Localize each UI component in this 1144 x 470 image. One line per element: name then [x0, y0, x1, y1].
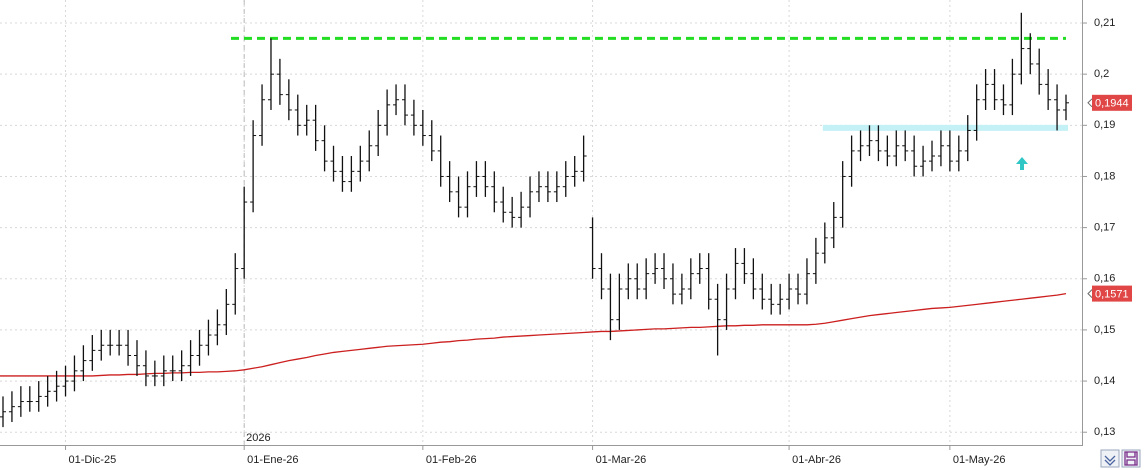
last-price-tag	[1092, 94, 1132, 111]
y-tick-label: 0,13	[1094, 426, 1115, 438]
x-tick-label: 01-May-26	[953, 454, 1006, 466]
support-band	[822, 124, 1068, 131]
y-tick-label: 0,17	[1094, 222, 1115, 234]
y-tick-label: 0,14	[1094, 375, 1115, 387]
ma-price-pointer	[1087, 289, 1093, 298]
ma-price-tag	[1092, 285, 1132, 302]
y-tick-label: 0,18	[1094, 170, 1115, 182]
zoom-icon	[1104, 455, 1116, 466]
x-tick-label: 01-Dic-25	[69, 454, 117, 466]
last-price-label: 0,1944	[1095, 98, 1129, 110]
ma-price-label: 0,1571	[1095, 289, 1129, 301]
x-tick-label: 01-Abr-26	[792, 454, 841, 466]
last-price-pointer	[1087, 98, 1093, 108]
y-tick-label: 0,2	[1094, 68, 1109, 80]
zoom-button[interactable]	[1100, 449, 1120, 468]
y-tick-label: 0,15	[1094, 324, 1115, 336]
arrow-icon	[1016, 157, 1028, 170]
x-tick-label: 01-Mar-26	[596, 454, 647, 466]
plot	[0, 0, 1082, 445]
year-label: 2026	[246, 432, 270, 444]
x-tick-label: 01-Feb-26	[426, 454, 477, 466]
save-button[interactable]	[1121, 449, 1141, 468]
zoom-button-frame	[1100, 449, 1120, 468]
y-tick-label: 0,19	[1094, 119, 1115, 131]
y-tick-label: 0,21	[1094, 17, 1115, 29]
save-icon	[1124, 451, 1138, 466]
y-tick-label: 0,16	[1094, 273, 1115, 285]
x-tick-label: 01-Ene-26	[247, 454, 298, 466]
